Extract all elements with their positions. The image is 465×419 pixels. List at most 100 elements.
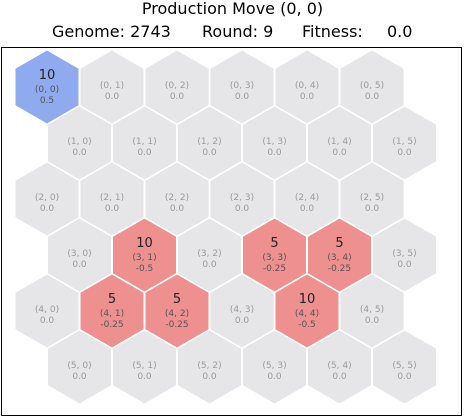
hex-shape[interactable] (14, 161, 80, 237)
hex-shape[interactable] (274, 273, 340, 349)
hex-shape[interactable] (307, 217, 372, 293)
hex-shape[interactable] (79, 49, 145, 125)
hex-shape[interactable] (339, 161, 405, 237)
hex-coord-label: (1, 3) (262, 137, 286, 147)
hex-coord-label: (2, 5) (360, 193, 384, 203)
hex-cell-1-3[interactable]: (1, 3)0.0 (242, 105, 307, 181)
hex-shape[interactable] (209, 273, 275, 349)
hex-unit-count: 10 (299, 292, 316, 307)
hex-unit-count: 5 (108, 292, 116, 307)
hex-shape[interactable] (209, 49, 275, 125)
hex-cell-1-1[interactable]: (1, 1)0.0 (112, 105, 177, 181)
hex-cell-2-4[interactable]: (2, 4)0.0 (274, 161, 340, 237)
hex-shape[interactable] (307, 329, 372, 405)
hex-cell-2-5[interactable]: (2, 5)0.0 (339, 161, 405, 237)
hex-shape[interactable] (144, 49, 210, 125)
hex-cell-3-4[interactable]: 5 (3, 4)-0.25 (307, 217, 372, 293)
hex-cell-4-2[interactable]: 5 (4, 2)-0.25 (144, 273, 210, 349)
hex-shape[interactable] (14, 49, 80, 125)
hex-cell-2-1[interactable]: (2, 1)0.0 (79, 161, 145, 237)
round-label: Round: 9 (202, 22, 274, 41)
hex-value-label: 0.0 (105, 92, 120, 102)
hex-coord-label: (5, 4) (327, 361, 351, 371)
hex-value-label: 0.0 (170, 204, 185, 214)
hex-value-label: 0.0 (267, 372, 282, 382)
hex-shape[interactable] (177, 105, 242, 181)
hex-value-label: -0.25 (100, 320, 123, 330)
hex-coord-label: (1, 0) (67, 137, 91, 147)
hex-shape[interactable] (47, 217, 112, 293)
hex-value-label: -0.25 (165, 320, 188, 330)
hex-value-label: 0.0 (365, 316, 380, 326)
hex-cell-0-1[interactable]: (0, 1)0.0 (79, 49, 145, 125)
hex-cell-4-0[interactable]: (4, 0)0.0 (14, 273, 80, 349)
hex-shape[interactable] (372, 329, 437, 405)
hex-coord-label: (0, 0) (35, 85, 59, 95)
hex-coord-label: (0, 4) (295, 81, 319, 91)
hex-coord-label: (2, 3) (230, 193, 254, 203)
hex-cell-1-4[interactable]: (1, 4)0.0 (307, 105, 372, 181)
hex-cell-5-4[interactable]: (5, 4)0.0 (307, 329, 372, 405)
hex-shape[interactable] (339, 273, 405, 349)
hex-cell-1-5[interactable]: (1, 5)0.0 (372, 105, 437, 181)
hex-coord-label: (4, 1) (100, 309, 124, 319)
hex-cell-1-2[interactable]: (1, 2)0.0 (177, 105, 242, 181)
hex-shape[interactable] (47, 105, 112, 181)
hex-cell-2-3[interactable]: (2, 3)0.0 (209, 161, 275, 237)
hex-shape[interactable] (47, 329, 112, 405)
hex-cell-2-2[interactable]: (2, 2)0.0 (144, 161, 210, 237)
hex-shape[interactable] (307, 105, 372, 181)
hex-coord-label: (1, 1) (132, 137, 156, 147)
hex-shape[interactable] (274, 49, 340, 125)
hex-cell-3-3[interactable]: 5 (3, 3)-0.25 (242, 217, 307, 293)
hex-value-label: 0.0 (397, 260, 412, 270)
hex-shape[interactable] (177, 329, 242, 405)
hex-shape[interactable] (274, 161, 340, 237)
hex-shape[interactable] (177, 217, 242, 293)
hex-unit-count: 5 (270, 236, 278, 251)
hex-shape[interactable] (144, 273, 210, 349)
hex-cell-5-5[interactable]: (5, 5)0.0 (372, 329, 437, 405)
hex-shape[interactable] (372, 217, 437, 293)
hex-cell-0-2[interactable]: (0, 2)0.0 (144, 49, 210, 125)
hex-cell-3-1[interactable]: 10 (3, 1)-0.5 (112, 217, 177, 293)
hex-shape[interactable] (339, 49, 405, 125)
hex-cell-4-4[interactable]: 10 (4, 4)-0.5 (274, 273, 340, 349)
hex-cell-1-0[interactable]: (1, 0)0.0 (47, 105, 112, 181)
hex-cell-0-3[interactable]: (0, 3)0.0 (209, 49, 275, 125)
hex-value-label: 0.0 (235, 204, 250, 214)
hex-cell-4-3[interactable]: (4, 3)0.0 (209, 273, 275, 349)
hex-cell-5-2[interactable]: (5, 2)0.0 (177, 329, 242, 405)
hex-shape[interactable] (14, 273, 80, 349)
hex-cell-0-0[interactable]: 10 (0, 0)0.5 (14, 49, 80, 125)
hex-cell-3-2[interactable]: (3, 2)0.0 (177, 217, 242, 293)
hex-coord-label: (1, 5) (392, 137, 416, 147)
hex-cell-3-5[interactable]: (3, 5)0.0 (372, 217, 437, 293)
hex-value-label: 0.5 (40, 96, 54, 106)
hex-value-label: 0.0 (235, 316, 250, 326)
hex-coord-label: (0, 5) (360, 81, 384, 91)
hex-cell-0-4[interactable]: (0, 4)0.0 (274, 49, 340, 125)
hex-shape[interactable] (242, 329, 307, 405)
hex-cell-5-0[interactable]: (5, 0)0.0 (47, 329, 112, 405)
hex-cell-3-0[interactable]: (3, 0)0.0 (47, 217, 112, 293)
hex-cell-5-1[interactable]: (5, 1)0.0 (112, 329, 177, 405)
hex-unit-count: 5 (173, 292, 181, 307)
hex-unit-count: 10 (136, 236, 153, 251)
hex-shape[interactable] (372, 105, 437, 181)
hex-shape[interactable] (242, 217, 307, 293)
hex-value-label: -0.5 (136, 264, 154, 274)
hex-shape[interactable] (209, 161, 275, 237)
hex-shape[interactable] (79, 273, 145, 349)
hex-shape[interactable] (144, 161, 210, 237)
hex-shape[interactable] (112, 329, 177, 405)
hex-shape[interactable] (112, 217, 177, 293)
hex-cell-4-5[interactable]: (4, 5)0.0 (339, 273, 405, 349)
hex-shape[interactable] (242, 105, 307, 181)
hex-cell-0-5[interactable]: (0, 5)0.0 (339, 49, 405, 125)
hex-shape[interactable] (79, 161, 145, 237)
hex-shape[interactable] (112, 105, 177, 181)
hex-cell-2-0[interactable]: (2, 0)0.0 (14, 161, 80, 237)
hex-cell-4-1[interactable]: 5 (4, 1)-0.25 (79, 273, 145, 349)
hex-cell-5-3[interactable]: (5, 3)0.0 (242, 329, 307, 405)
